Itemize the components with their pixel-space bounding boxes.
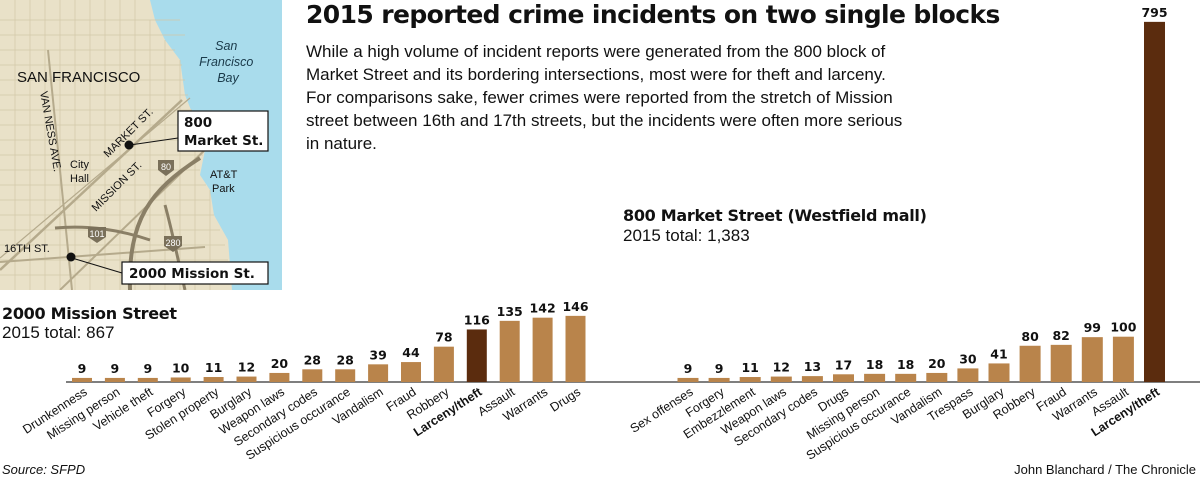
category-label-mission-15: Drugs xyxy=(548,385,584,415)
bar-market-0 xyxy=(677,377,699,382)
data-label-mission-5: 12 xyxy=(238,360,255,375)
bar-market-14 xyxy=(1112,336,1134,382)
source-note: Source: SFPD xyxy=(2,462,86,477)
data-label-market-8: 20 xyxy=(928,356,946,371)
data-label-market-7: 18 xyxy=(897,357,914,372)
credit-note: John Blanchard / The Chronicle xyxy=(1014,462,1196,477)
bar-mission-5 xyxy=(236,376,257,382)
bar-market-4 xyxy=(801,376,823,382)
bar-mission-13 xyxy=(499,320,520,382)
svg-text:2000 Mission St.: 2000 Mission St. xyxy=(129,266,255,282)
data-label-market-15: 795 xyxy=(1141,5,1167,20)
bar-mission-12 xyxy=(466,329,487,382)
data-label-market-6: 18 xyxy=(866,357,883,372)
bar-market-3 xyxy=(770,376,792,382)
data-label-market-1: 9 xyxy=(715,361,724,376)
page-title: 2015 reported crime incidents on two sin… xyxy=(306,0,1000,29)
location-map: SAN FRANCISCO San Francisco Bay VAN NESS… xyxy=(0,0,282,290)
bar-market-9 xyxy=(957,368,979,382)
callout-800-market: 800 Market St. xyxy=(177,110,269,152)
highway-shield-280: 280 xyxy=(164,236,182,252)
data-label-market-10: 41 xyxy=(990,346,1007,361)
bar-mission-14 xyxy=(532,317,553,382)
bar-market-15 xyxy=(1144,21,1165,383)
marker-2000-mission xyxy=(66,252,76,262)
svg-text:101: 101 xyxy=(89,229,104,239)
highway-shield-80: 80 xyxy=(158,160,174,176)
bar-mission-0 xyxy=(72,377,92,382)
data-label-mission-8: 28 xyxy=(336,352,353,367)
bar-market-13 xyxy=(1081,337,1103,382)
data-label-mission-2: 9 xyxy=(143,361,152,376)
data-label-mission-4: 11 xyxy=(205,360,222,375)
data-label-market-12: 82 xyxy=(1052,328,1069,343)
bar-market-12 xyxy=(1050,344,1072,382)
chart-title-market: 800 Market Street (Westfield mall) xyxy=(623,206,927,225)
bar-mission-7 xyxy=(302,369,323,382)
data-label-market-9: 30 xyxy=(959,351,977,366)
bar-mission-6 xyxy=(269,372,290,382)
intro-text: While a high volume of incident reports … xyxy=(306,42,903,153)
bar-mission-3 xyxy=(170,377,191,382)
bar-mission-9 xyxy=(368,364,389,382)
bar-mission-11 xyxy=(433,346,454,382)
chart-total-mission: 2015 total: 867 xyxy=(2,323,115,342)
marker-800-market xyxy=(124,140,134,150)
bar-mission-4 xyxy=(203,377,224,382)
map-label-city-hall: City Hall xyxy=(70,159,92,185)
data-label-market-4: 13 xyxy=(804,359,821,374)
data-label-market-0: 9 xyxy=(684,361,693,376)
bar-market-6 xyxy=(864,373,886,382)
data-label-mission-9: 39 xyxy=(369,347,386,362)
data-label-market-3: 12 xyxy=(773,360,790,375)
data-label-market-14: 100 xyxy=(1110,320,1136,335)
bar-mission-10 xyxy=(401,362,421,382)
bar-market-2 xyxy=(739,377,761,382)
bar-market-5 xyxy=(833,374,854,382)
chart-total-market: 2015 total: 1,383 xyxy=(623,226,750,245)
map-label-att-park: AT&T Park xyxy=(210,169,240,195)
map-label-bay: San Francisco Bay xyxy=(199,39,257,85)
data-label-mission-1: 9 xyxy=(111,361,120,376)
data-label-mission-0: 9 xyxy=(78,361,87,376)
map-label-city: SAN FRANCISCO xyxy=(17,69,140,86)
bar-market-8 xyxy=(926,372,948,382)
data-label-mission-15: 146 xyxy=(562,299,588,314)
svg-text:80: 80 xyxy=(161,162,171,172)
bar-mission-1 xyxy=(104,377,125,382)
data-label-market-2: 11 xyxy=(741,360,758,375)
data-label-mission-6: 20 xyxy=(271,356,289,371)
map-label-16th: 16TH ST. xyxy=(4,243,50,255)
data-label-market-11: 80 xyxy=(1021,329,1039,344)
bar-mission-15 xyxy=(565,315,586,382)
svg-text:280: 280 xyxy=(165,238,180,248)
bar-market-10 xyxy=(988,363,1010,382)
data-label-mission-14: 142 xyxy=(530,301,556,316)
callout-2000-mission: 2000 Mission St. xyxy=(121,261,269,285)
bar-mission-2 xyxy=(137,377,158,382)
bar-mission-8 xyxy=(335,369,356,382)
data-label-mission-3: 10 xyxy=(172,360,190,375)
data-label-mission-7: 28 xyxy=(304,352,321,367)
data-label-mission-11: 78 xyxy=(435,330,452,345)
data-label-market-13: 99 xyxy=(1084,320,1101,335)
highway-shield-101: 101 xyxy=(88,227,106,243)
chart-title-mission: 2000 Mission Street xyxy=(2,304,177,323)
data-label-mission-10: 44 xyxy=(402,345,420,360)
bar-market-11 xyxy=(1019,345,1041,382)
data-label-market-5: 17 xyxy=(835,357,852,372)
data-label-mission-12: 116 xyxy=(464,312,490,327)
data-label-mission-13: 135 xyxy=(497,304,523,319)
bar-market-7 xyxy=(895,373,917,382)
bar-market-1 xyxy=(708,377,730,382)
